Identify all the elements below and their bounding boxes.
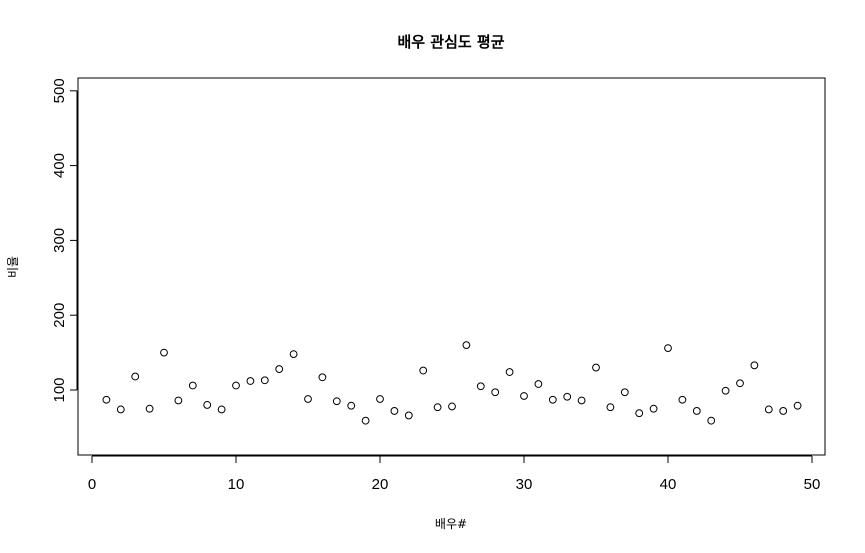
y-tick-label: 300: [51, 228, 68, 253]
data-point: [692, 407, 701, 415]
data-point: [116, 405, 125, 414]
data-point: [390, 407, 399, 415]
data-point: [246, 377, 255, 385]
data-point: [721, 386, 730, 395]
x-tick-label: 30: [516, 476, 533, 493]
data-point: [577, 396, 586, 405]
y-tick-label: 200: [51, 303, 68, 328]
data-point: [620, 388, 629, 397]
data-point: [304, 395, 312, 403]
data-point: [678, 395, 687, 404]
data-points: [102, 341, 802, 425]
x-tick-label: 50: [804, 476, 821, 493]
data-point: [764, 405, 773, 414]
data-point: [102, 395, 111, 404]
data-point: [174, 396, 183, 405]
data-point: [635, 409, 644, 418]
x-tick-label: 20: [372, 476, 389, 493]
data-point: [548, 395, 557, 404]
data-point: [534, 380, 543, 388]
y-axis: 100 200 300 400 500: [51, 78, 78, 403]
x-tick-label: 40: [660, 476, 677, 493]
data-point: [491, 388, 500, 397]
data-point: [275, 365, 284, 373]
data-point: [404, 411, 413, 420]
y-tick-label: 500: [51, 78, 68, 103]
data-point: [203, 401, 212, 409]
data-point: [649, 404, 658, 413]
x-axis-label: 배우#: [435, 517, 467, 531]
data-point: [433, 403, 442, 412]
x-tick-label: 10: [228, 476, 245, 493]
data-point: [707, 416, 716, 425]
data-point: [750, 361, 759, 370]
data-point: [664, 344, 672, 353]
chart-title: 배우 관심도 평균: [397, 33, 504, 51]
y-tick-label: 400: [51, 153, 68, 178]
data-point: [419, 366, 428, 375]
data-point: [462, 341, 471, 350]
data-point: [131, 372, 140, 381]
data-point: [332, 397, 341, 406]
data-point: [505, 368, 514, 376]
data-point: [376, 395, 384, 403]
data-point: [188, 381, 197, 390]
data-point: [145, 404, 154, 413]
data-point: [347, 401, 356, 410]
data-point: [232, 381, 240, 390]
y-tick-label: 100: [51, 377, 68, 402]
data-point: [779, 407, 788, 415]
data-point: [289, 350, 298, 358]
data-point: [260, 376, 269, 385]
x-axis: 0 10 20 30 40 50: [88, 455, 821, 493]
x-tick-label: 0: [88, 476, 96, 493]
data-point: [448, 402, 456, 411]
data-point: [793, 401, 802, 410]
data-point: [563, 392, 572, 401]
data-point: [476, 382, 485, 391]
data-point: [160, 348, 168, 357]
data-point: [361, 416, 370, 425]
plot-frame: [77, 77, 826, 456]
data-point: [318, 373, 327, 382]
y-axis-label: 비율: [6, 256, 20, 278]
data-point: [606, 403, 615, 412]
data-point: [217, 405, 226, 414]
data-point: [592, 363, 600, 372]
data-point: [520, 392, 528, 400]
data-point: [736, 379, 744, 388]
